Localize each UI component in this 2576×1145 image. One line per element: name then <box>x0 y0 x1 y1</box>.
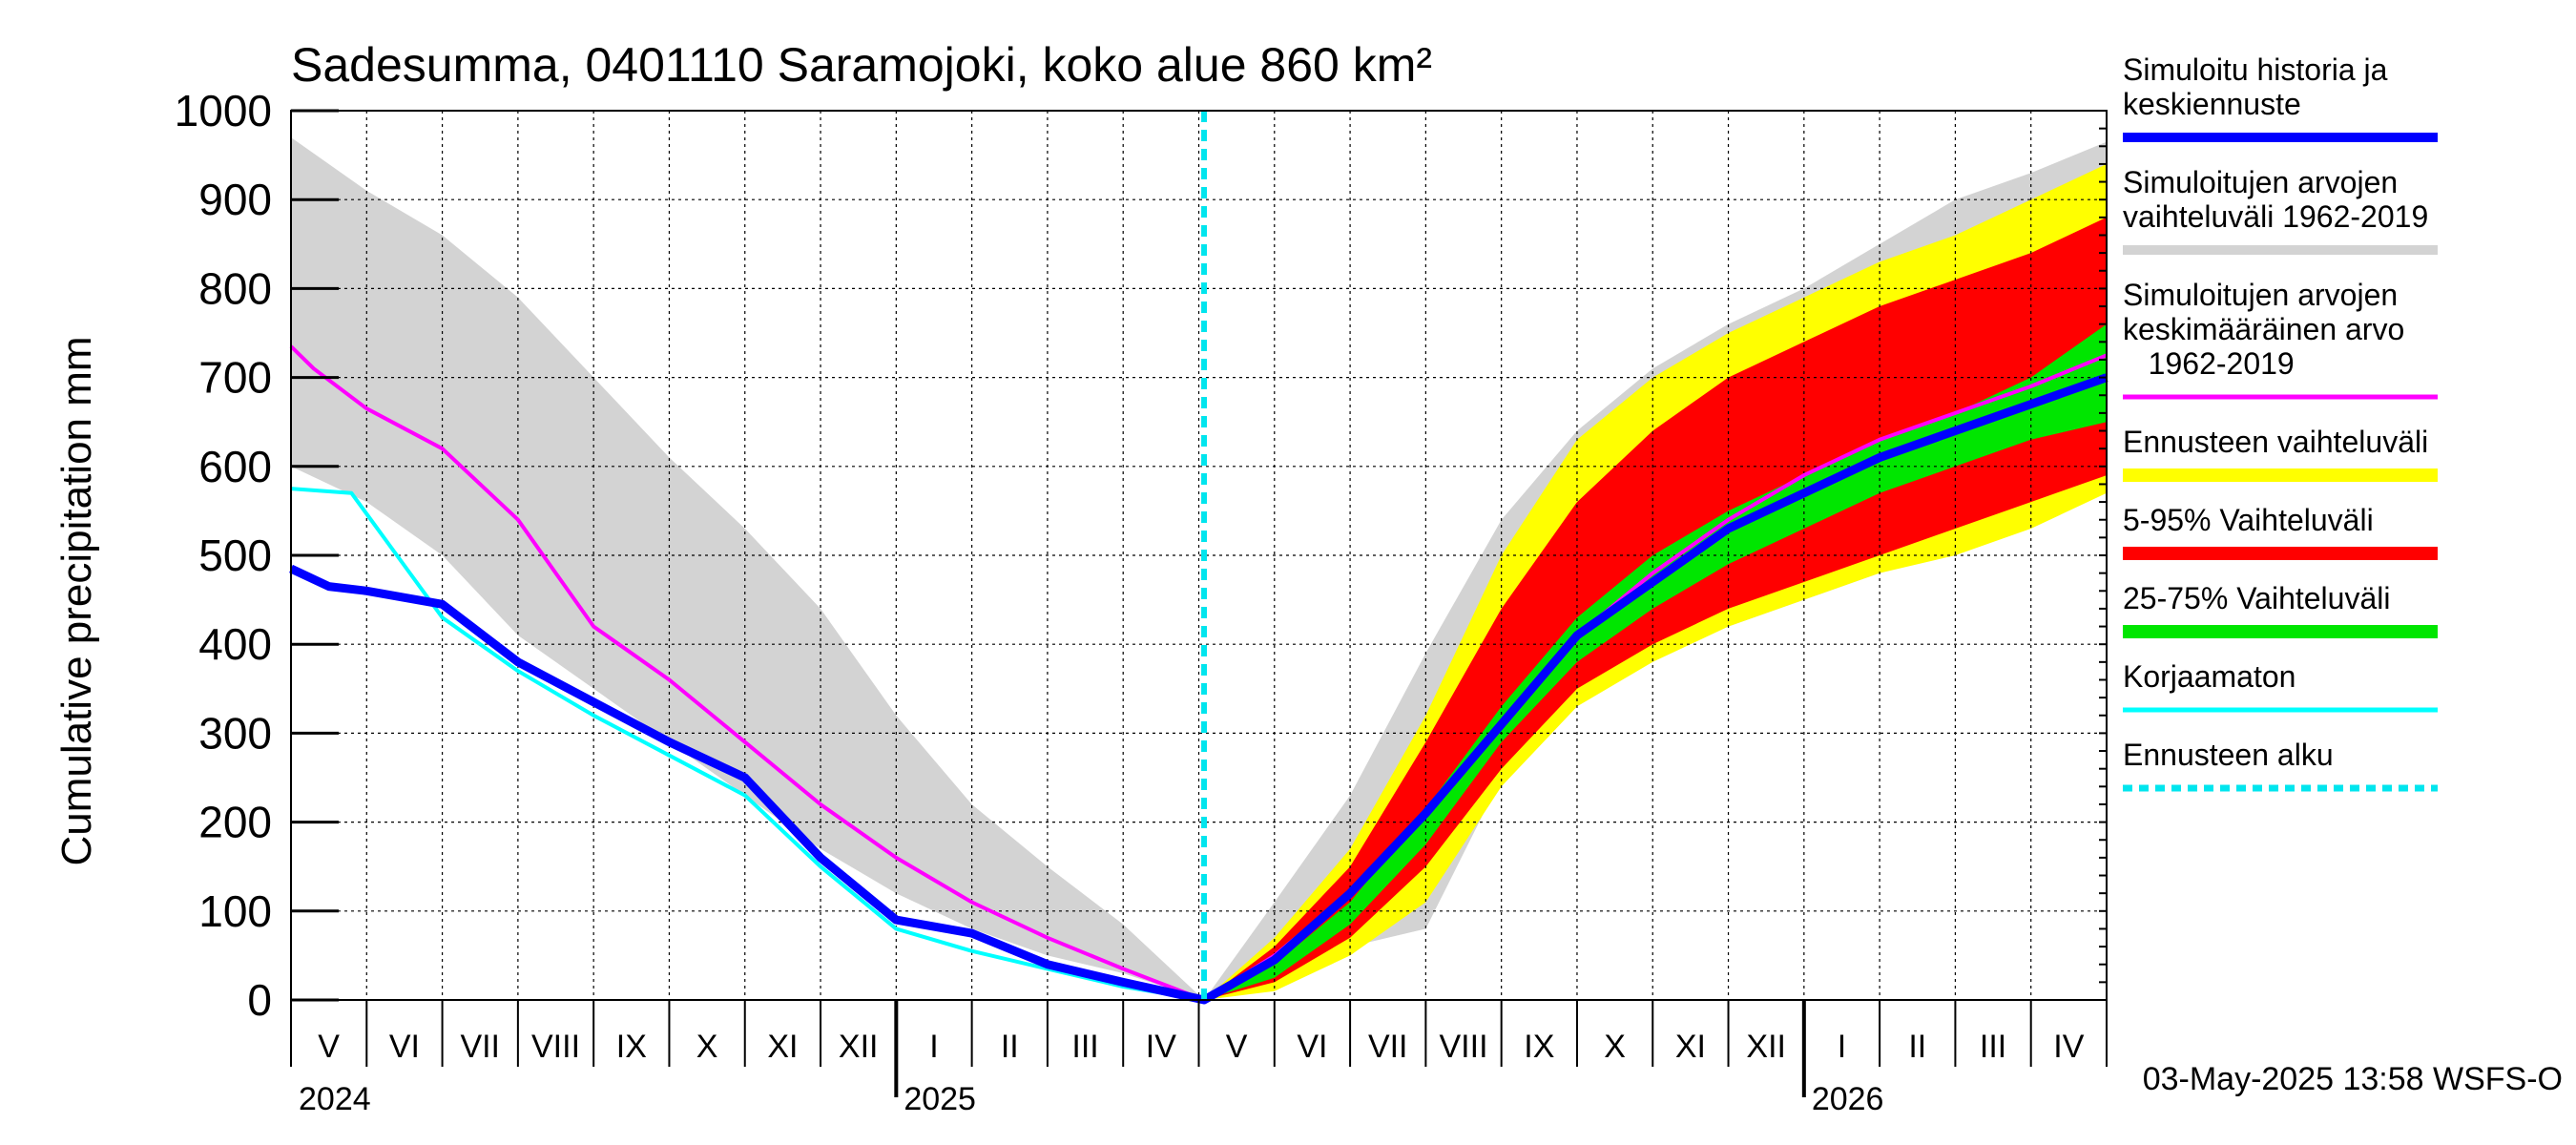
month-label: IV <box>1146 1029 1176 1065</box>
legend-item-6: 25-75% Vaihteluväli <box>2123 581 2438 638</box>
legend-label: 5-95% Vaihteluväli <box>2123 503 2374 537</box>
month-label: VIII <box>1440 1029 1488 1065</box>
chart-title: Sadesumma, 0401110 Saramojoki, koko alue… <box>291 38 1432 92</box>
chart-lines <box>289 111 2109 1005</box>
legend-label: 25-75% Vaihteluväli <box>2123 581 2390 615</box>
month-label: VI <box>1297 1029 1327 1065</box>
legend-label: Simuloitujen arvojen <box>2123 278 2398 312</box>
legend-label: Korjaamaton <box>2123 659 2296 694</box>
month-label: VIII <box>531 1029 580 1065</box>
legend-label: keskimääräinen arvo <box>2123 312 2404 346</box>
series-line-korjaamaton <box>290 487 1205 1002</box>
month-label: I <box>1838 1029 1846 1065</box>
month-label: XI <box>767 1029 798 1065</box>
month-label: IX <box>616 1029 647 1065</box>
month-label: VII <box>460 1029 500 1065</box>
month-label: V <box>1226 1029 1248 1065</box>
series-line-simuloitujen-arvojen-keskim-r-inen-arvo-1962-2019 <box>289 344 2108 1002</box>
y-tick-label: 700 <box>198 353 272 403</box>
legend-label: Ennusteen alku <box>2123 738 2334 772</box>
month-label: III <box>1071 1029 1098 1065</box>
year-label: 2025 <box>904 1081 976 1117</box>
y-tick-label: 800 <box>198 263 272 313</box>
y-tick-label: 400 <box>198 619 272 669</box>
chart-grid <box>291 111 2107 1000</box>
legend-item-7: Korjaamaton <box>2123 659 2438 713</box>
legend: Simuloitu historia jakeskiennusteSimuloi… <box>2123 52 2438 792</box>
year-label: 2024 <box>299 1081 371 1117</box>
band-5-95-vaihteluv-li <box>1204 217 2107 1001</box>
y-tick-label: 1000 <box>175 86 272 135</box>
series-line-simuloitu-historia-ja-keskiennuste <box>289 373 2109 1005</box>
band-25-75-vaihteluv-li <box>1204 323 2107 1000</box>
legend-label: Ennusteen vaihteluväli <box>2123 425 2428 459</box>
y-tick-label: 600 <box>198 442 272 491</box>
legend-label: keskiennuste <box>2123 87 2301 121</box>
legend-item-8: Ennusteen alku <box>2123 738 2438 792</box>
month-label: III <box>1980 1029 2006 1065</box>
legend-label: vaihteluväli 1962-2019 <box>2123 199 2428 234</box>
month-label: II <box>1001 1029 1019 1065</box>
y-tick-label: 0 <box>247 975 272 1025</box>
month-label: I <box>929 1029 938 1065</box>
band-simuloitujen-arvojen-vaihteluv-li-1962-2019 <box>291 137 2107 1000</box>
y-axis-label: Cumulative precipitation mm <box>53 336 100 865</box>
y-tick-label: 300 <box>198 708 272 758</box>
month-label: VI <box>389 1029 420 1065</box>
month-label: VII <box>1368 1029 1408 1065</box>
legend-label: 1962-2019 <box>2123 346 2295 381</box>
year-label: 2026 <box>1812 1081 1884 1117</box>
legend-label: Simuloitujen arvojen <box>2123 165 2398 199</box>
footer-timestamp: 03-May-2025 13:58 WSFS-O <box>2143 1061 2563 1097</box>
month-label: X <box>1604 1029 1626 1065</box>
month-label: IV <box>2053 1029 2084 1065</box>
month-label: V <box>318 1029 340 1065</box>
y-tick-label: 500 <box>198 531 272 580</box>
y-tick-label: 900 <box>198 175 272 224</box>
month-label: XII <box>1746 1029 1786 1065</box>
month-label: XI <box>1675 1029 1706 1065</box>
month-label: X <box>696 1029 718 1065</box>
month-label: II <box>1908 1029 1926 1065</box>
month-label: IX <box>1524 1029 1554 1065</box>
legend-item-4: Ennusteen vaihteluväli <box>2123 425 2438 482</box>
legend-item-5: 5-95% Vaihteluväli <box>2123 503 2438 560</box>
y-tick-label: 200 <box>198 798 272 847</box>
month-label: XII <box>839 1029 879 1065</box>
y-tick-label: 100 <box>198 886 272 936</box>
legend-label: Simuloitu historia ja <box>2123 52 2388 87</box>
